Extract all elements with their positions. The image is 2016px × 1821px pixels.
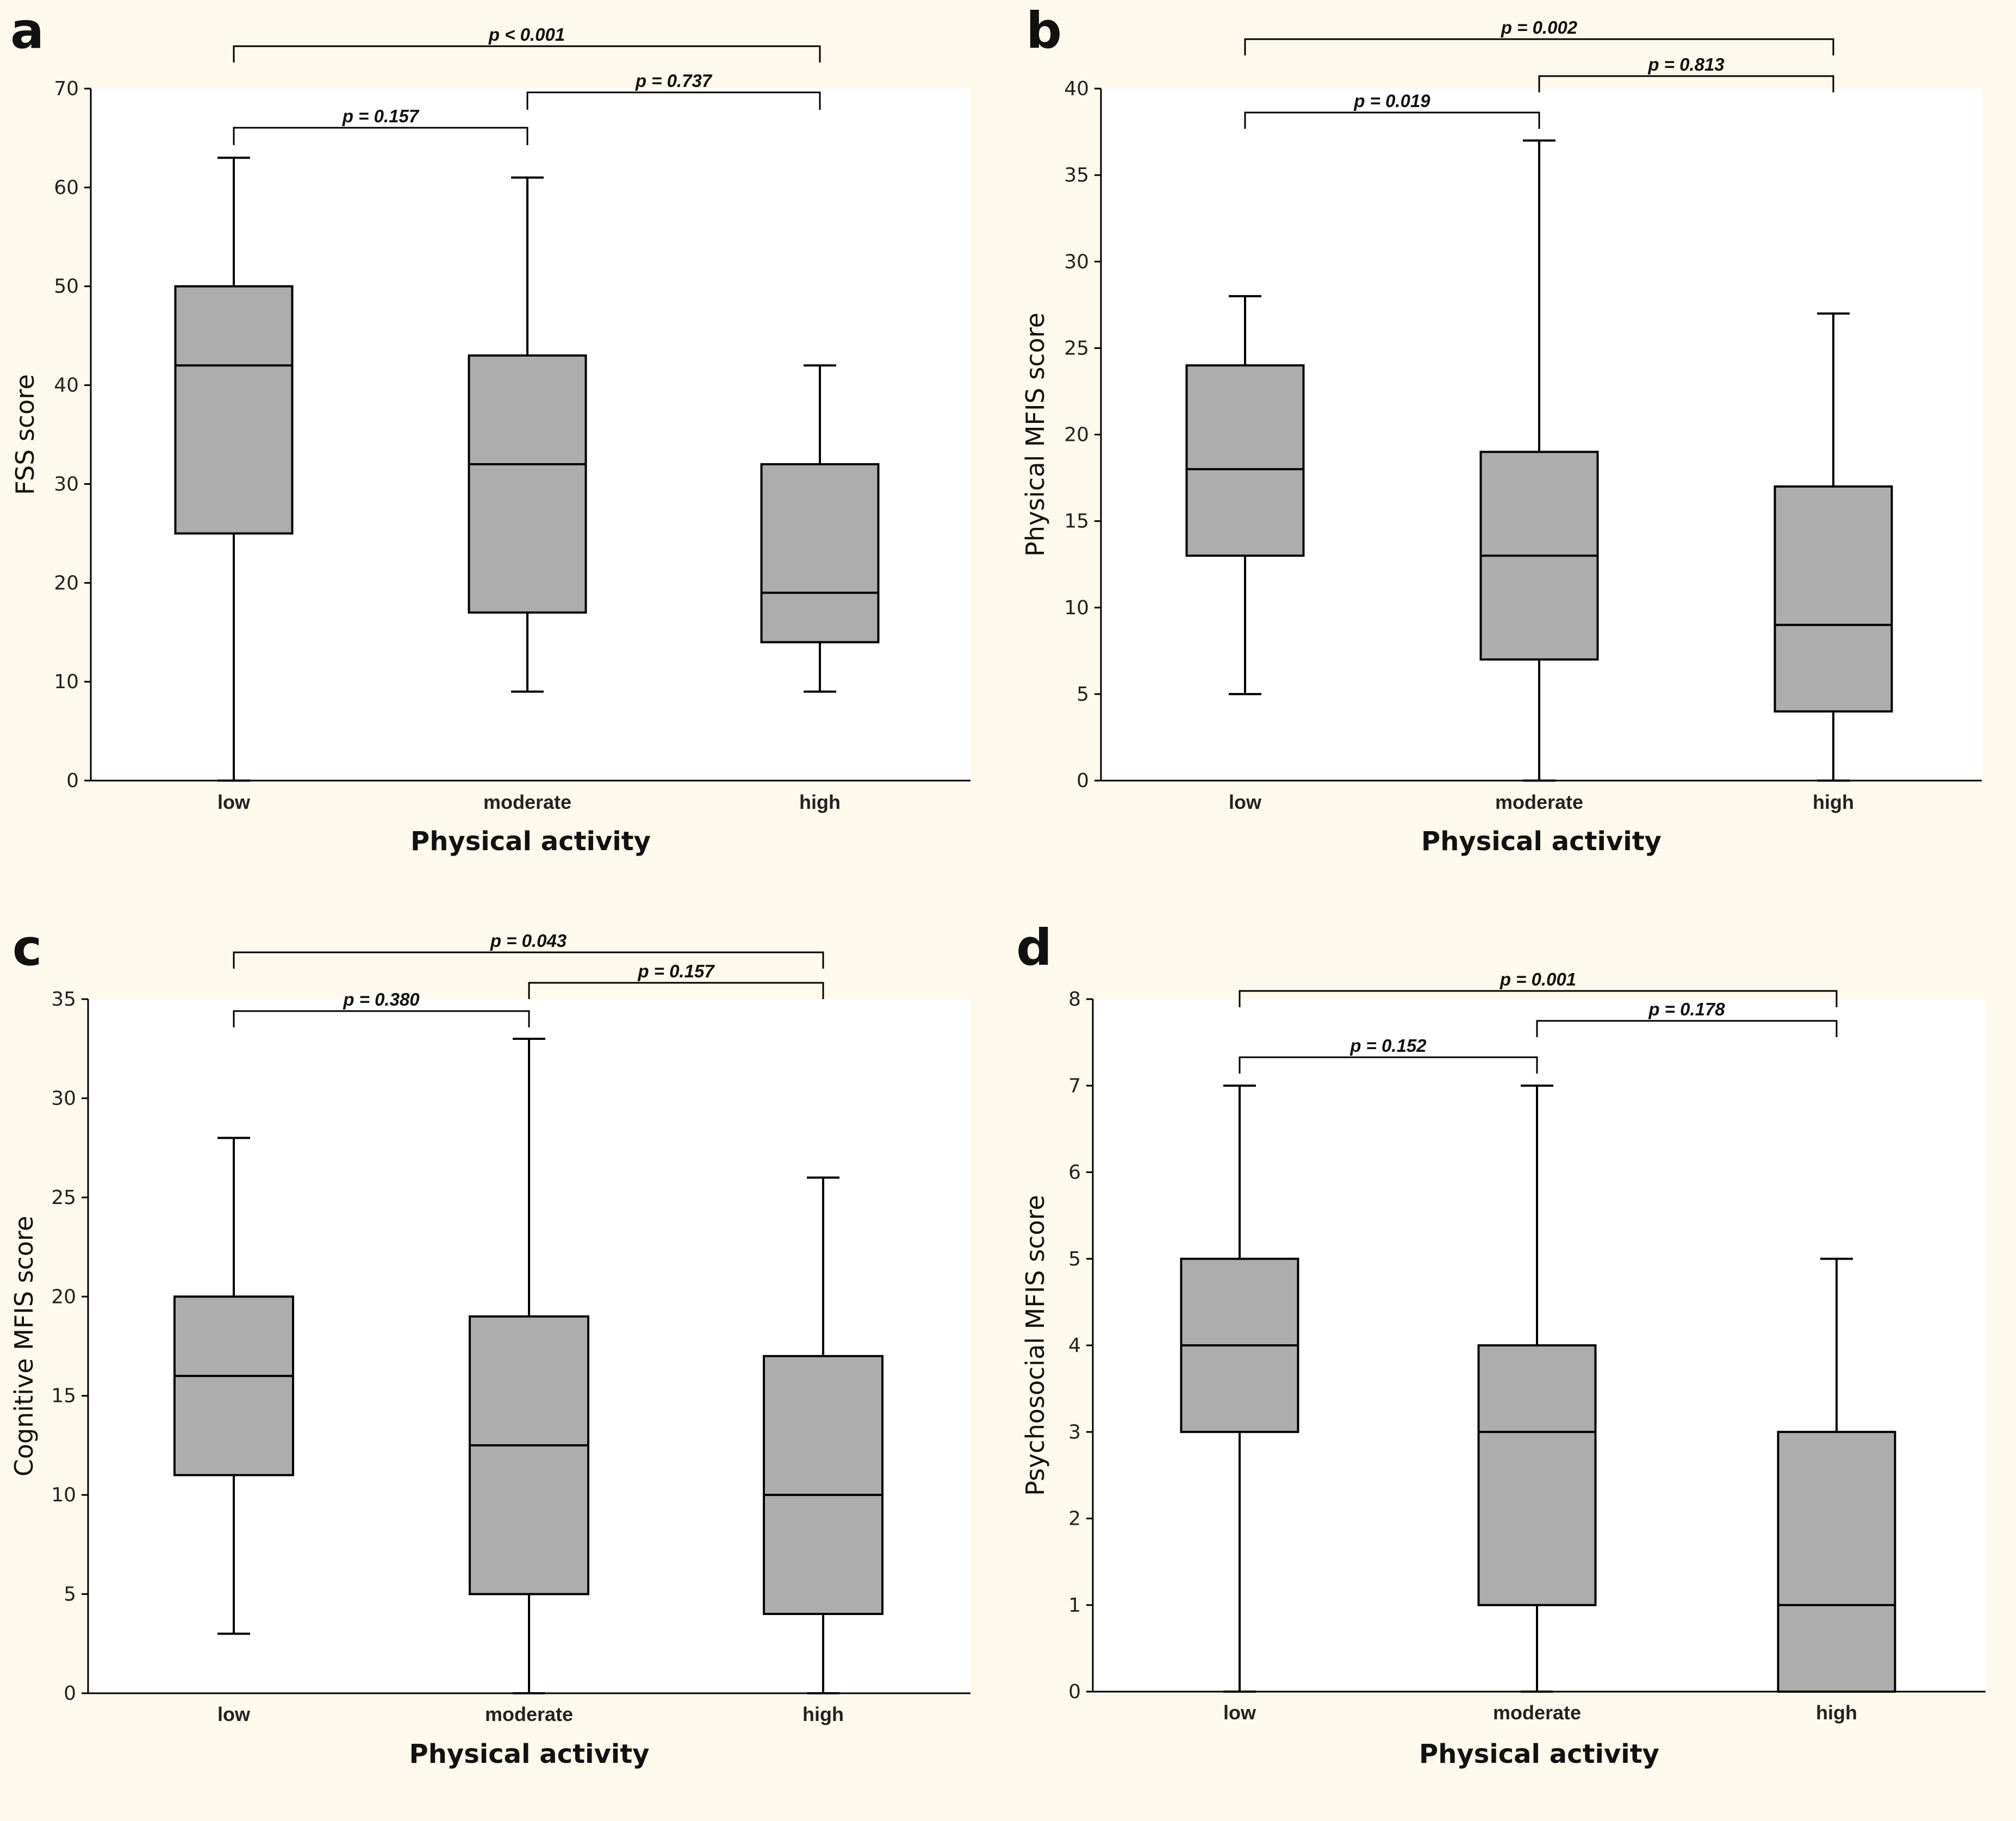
- y-tick-label: 6: [1068, 1162, 1081, 1184]
- y-tick-label: 30: [51, 1087, 76, 1109]
- y-tick-label: 5: [64, 1583, 76, 1606]
- x-category-label: moderate: [485, 1703, 573, 1725]
- y-tick-label: 8: [1068, 988, 1081, 1011]
- y-tick-label: 20: [54, 572, 79, 594]
- y-tick-label: 0: [66, 770, 79, 792]
- significance-bracket: [1244, 38, 1834, 55]
- box-high: [763, 1355, 883, 1616]
- significance-bracket: [233, 45, 821, 63]
- p-value-label: p = 0.380: [343, 989, 420, 1009]
- y-tick-label: 2: [1068, 1508, 1081, 1530]
- p-value-label: p < 0.001: [488, 24, 565, 45]
- y-tick-label: 5: [1077, 683, 1089, 706]
- y-tick-label: 20: [1064, 424, 1089, 446]
- y-axis-title: Psychosocial MFIS score: [1021, 1195, 1050, 1496]
- panel-letter: d: [1016, 919, 1052, 977]
- box-high: [760, 463, 880, 644]
- p-value-label: p = 0.157: [637, 961, 715, 981]
- y-tick-label: 10: [54, 671, 79, 693]
- x-category-label: moderate: [1493, 1701, 1581, 1724]
- box-moderate: [469, 1315, 589, 1595]
- x-category-label: high: [799, 791, 841, 813]
- y-tick-label: 7: [1068, 1075, 1081, 1097]
- panel-a: 0 10 20 30 40 50 60 70 low moderate high Physical a…: [10, 2, 970, 857]
- x-category-label: high: [1813, 791, 1854, 813]
- box-high: [1777, 1431, 1896, 1693]
- x-category-label: low: [1223, 1701, 1256, 1724]
- p-value-label: p = 0.178: [1648, 999, 1725, 1019]
- significance-bracket: [233, 1010, 530, 1027]
- p-value-label: p = 0.157: [342, 106, 420, 126]
- panel-c: 0 5 10 15 20 25 30 35 low moderate high Physical ac…: [9, 919, 970, 1769]
- y-tick-label: 0: [1077, 770, 1089, 792]
- y-tick-label: 4: [1068, 1334, 1081, 1357]
- significance-bracket: [1239, 1056, 1538, 1074]
- panel-letter: b: [1026, 2, 1062, 60]
- x-category-label: high: [802, 1703, 844, 1725]
- y-tick-label: 40: [1064, 78, 1089, 100]
- significance-bracket: [528, 982, 824, 999]
- significance-bracket: [1536, 1020, 1838, 1037]
- y-axis-title: Cognitive MFIS score: [9, 1216, 39, 1477]
- significance-bracket: [1244, 111, 1540, 129]
- y-tick-label: 20: [51, 1286, 76, 1308]
- box-low: [173, 1295, 294, 1476]
- significance-bracket: [233, 127, 528, 145]
- x-category-label: high: [1816, 1701, 1857, 1724]
- p-value-label: p = 0.002: [1501, 17, 1578, 38]
- y-tick-label: 10: [51, 1484, 76, 1506]
- y-tick-label: 30: [54, 473, 79, 495]
- panel-b: 0 5 10 15 20 25 30 35 40 low moderate high Physical …: [1021, 2, 1982, 857]
- y-tick-label: 50: [54, 276, 79, 298]
- p-value-label: p = 0.737: [635, 71, 713, 91]
- y-tick-label: 1: [1068, 1594, 1081, 1617]
- box-low: [1185, 364, 1305, 557]
- x-category-label: moderate: [483, 791, 571, 813]
- x-axis-title: Physical activity: [410, 826, 651, 857]
- box-moderate: [468, 354, 587, 614]
- significance-bracket: [526, 91, 821, 110]
- y-tick-label: 35: [1064, 164, 1089, 186]
- p-value-label: p = 0.001: [1499, 969, 1576, 989]
- panel-letter: a: [10, 2, 44, 60]
- x-axis-title: Physical activity: [409, 1739, 650, 1769]
- p-value-label: p = 0.019: [1353, 91, 1430, 111]
- y-tick-label: 15: [1064, 510, 1089, 533]
- y-tick-label: 5: [1068, 1248, 1081, 1270]
- p-value-label: p = 0.043: [490, 931, 567, 951]
- y-tick-label: 35: [51, 988, 76, 1011]
- p-value-label: p = 0.813: [1647, 54, 1724, 74]
- significance-bracket: [233, 951, 824, 969]
- y-tick-label: 60: [54, 177, 79, 199]
- y-tick-label: 10: [1064, 597, 1089, 619]
- x-category-label: low: [217, 1703, 251, 1725]
- box-moderate: [1477, 1344, 1597, 1606]
- y-tick-label: 40: [54, 375, 79, 397]
- y-tick-label: 15: [51, 1385, 76, 1407]
- x-category-label: moderate: [1495, 791, 1583, 813]
- y-tick-label: 30: [1064, 251, 1089, 273]
- box-low: [174, 285, 294, 535]
- y-axis-title: Physical MFIS score: [1021, 313, 1050, 557]
- x-category-label: low: [1229, 791, 1262, 813]
- y-axis-title: FSS score: [10, 374, 40, 495]
- x-category-label: low: [217, 791, 251, 813]
- box-high: [1774, 485, 1893, 713]
- y-tick-label: 70: [54, 78, 79, 100]
- y-tick-label: 25: [51, 1187, 76, 1209]
- x-axis-title: Physical activity: [1419, 1739, 1659, 1769]
- y-tick-label: 25: [1064, 337, 1089, 359]
- significance-bracket: [1239, 990, 1838, 1007]
- significance-bracket: [1538, 75, 1834, 92]
- y-tick-label: 3: [1068, 1421, 1081, 1443]
- panel-d: 0 1 2 3 4 5 6 7 8 low moderate high Physical activit…: [1016, 919, 1986, 1769]
- panel-letter: c: [13, 919, 42, 977]
- x-axis-title: Physical activity: [1421, 826, 1662, 857]
- y-tick-label: 0: [64, 1682, 76, 1705]
- y-tick-label: 0: [1068, 1681, 1081, 1703]
- p-value-label: p = 0.152: [1349, 1036, 1427, 1056]
